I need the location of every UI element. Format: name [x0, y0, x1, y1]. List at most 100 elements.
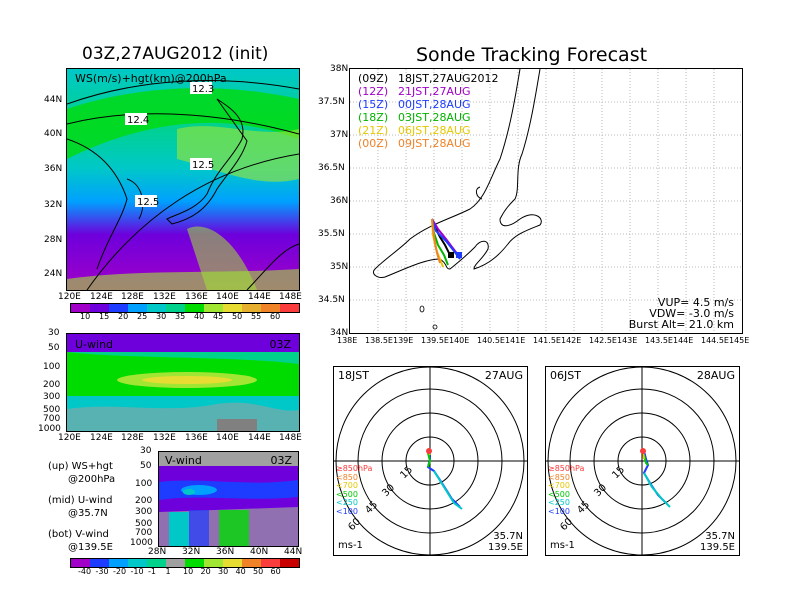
- colorbar-label: 20: [118, 312, 129, 321]
- lon-tick: 144E: [673, 336, 694, 345]
- legend-line: (up) WS+hgt: [48, 461, 113, 472]
- p-tick: 30: [48, 328, 60, 338]
- colorbar-label: 45: [213, 312, 224, 321]
- colorbar-swatch: [185, 559, 204, 567]
- colorbar-label: 15: [99, 312, 110, 321]
- lon-tick: 141.5E: [533, 336, 561, 345]
- colorbar-label: 50: [232, 312, 243, 321]
- lon-tick: 139.5E: [421, 336, 449, 345]
- lon-tick: 124E: [90, 433, 113, 443]
- lat-tick: 40N: [250, 547, 269, 557]
- colorbar-label: -20: [113, 567, 127, 576]
- ws-map: 12.3 12.4 12.5 12.5: [67, 69, 299, 290]
- ring-label: 60: [558, 516, 575, 533]
- lon-tick: 132E: [153, 433, 176, 443]
- lon-tick: 139E: [393, 336, 414, 345]
- lon-tick: 140.5E: [477, 336, 505, 345]
- level-label: <250: [336, 498, 358, 507]
- hodo-date: 28AUG: [696, 369, 735, 382]
- legend-line: (bot) V-wind: [48, 529, 109, 540]
- lat-tick: 40N: [44, 129, 63, 139]
- hodo-levels: ≥850hPa <850 <700 <500 <250 <100: [336, 464, 373, 516]
- lat-tick: 36N: [44, 164, 63, 174]
- ws-colorbar-labels: 10 15 20 25 30 35 40 45 50 55 60: [80, 312, 300, 321]
- track-map-panel: (09Z) 18JST,27AUG2012 (12Z) 21JST,27AUG (1…: [349, 68, 743, 334]
- p-tick: 30: [140, 446, 152, 456]
- lon-tick: 136E: [185, 433, 208, 443]
- track-legend-time: 09JST,28AUG: [398, 137, 471, 150]
- ws-map-label: WS(m/s)+hgt(km)@200hPa: [75, 72, 227, 85]
- colorbar-label: 1: [165, 567, 171, 576]
- track-legend-time: 03JST,28AUG: [398, 111, 471, 124]
- lat-tick: 32N: [182, 547, 201, 557]
- colorbar-swatch: [280, 304, 299, 312]
- legend-line: (mid) U-wind: [48, 495, 113, 506]
- colorbar-label: 40: [194, 312, 205, 321]
- hodo-lat: 35.7N: [493, 531, 523, 542]
- lat-tick: 34N: [330, 328, 349, 338]
- colorbar-swatch: [185, 304, 204, 312]
- ring-label: 30: [380, 482, 397, 499]
- param-vup: VUP= 4.5 m/s: [657, 296, 734, 309]
- colorbar-swatch: [147, 559, 166, 567]
- lat-tick: 38N: [330, 64, 349, 74]
- ws-map-panel: 12.3 12.4 12.5 12.5 WS(m/s)+hgt(km)@200h…: [66, 68, 300, 291]
- hodograph-plot: 15 30 45 60: [546, 367, 739, 555]
- colorbar-label: 10: [183, 567, 194, 576]
- lat-tick: 36.5N: [318, 163, 345, 173]
- lon-tick: 140E: [449, 336, 470, 345]
- colorbar-swatch: [280, 559, 299, 567]
- colorbar-swatch: [261, 559, 280, 567]
- vwind-label: V-wind: [165, 454, 202, 467]
- p-tick: 300: [43, 392, 61, 402]
- p-tick: 700: [43, 414, 61, 424]
- colorbar-label: 55: [251, 312, 262, 321]
- track-legend-time: 21JST,27AUG: [398, 85, 471, 98]
- legend-line: @139.5E: [68, 542, 113, 553]
- lon-tick: 120E: [58, 433, 81, 443]
- legend-line: @35.7N: [68, 508, 108, 519]
- lon-tick: 128E: [121, 433, 144, 443]
- colorbar-label: -10: [130, 567, 144, 576]
- lon-tick: 143E: [617, 336, 638, 345]
- right-title: Sonde Tracking Forecast: [416, 44, 648, 66]
- hodograph-left: 15 30 45 60 18JST 27AUG ≥850hPa <850 <70…: [333, 366, 528, 556]
- uwind-time: 03Z: [269, 338, 291, 351]
- track-lon-ticks: 138E 138.5E139E 139.5E140E 140.5E141E 141.5E…: [337, 336, 757, 345]
- lat-tick: 37.5N: [318, 97, 345, 107]
- lon-tick: 120E: [58, 292, 81, 302]
- colorbar-label: 60: [270, 312, 281, 321]
- ring-label: 15: [398, 464, 415, 481]
- param-burst: Burst Alt= 21.0 km: [628, 318, 734, 331]
- hodo-levels: ≥850hPa <850 <700 <500 <250 <100: [548, 464, 584, 516]
- lat-tick: 28N: [148, 547, 167, 557]
- colorbar-label: 35: [175, 312, 186, 321]
- colorbar-swatch: [128, 559, 147, 567]
- colorbar-swatch: [90, 304, 109, 312]
- p-tick: 50: [48, 343, 60, 353]
- colorbar-swatch: [90, 559, 109, 567]
- level-label: ≥850hPa: [336, 464, 373, 473]
- hodo-unit: ms-1: [338, 540, 363, 551]
- p-tick: 300: [135, 507, 153, 517]
- colorbar-label: 60: [270, 567, 281, 576]
- v-colorbar-labels: -40 -30 -20 -10 -1 1 10 20 30 40 50 60: [78, 567, 298, 576]
- track-legend-code: (21Z): [358, 124, 389, 137]
- ring-label: 15: [610, 464, 627, 481]
- p-tick: 1000: [38, 424, 61, 434]
- colorbar-swatch: [109, 304, 128, 312]
- lon-tick: 128E: [121, 292, 144, 302]
- uwind-panel: U-wind 03Z: [66, 333, 300, 432]
- level-label: <850: [336, 472, 358, 482]
- lat-tick: 35.5N: [318, 229, 345, 239]
- colorbar-label: 50: [253, 567, 264, 576]
- track-legend-code: (15Z): [358, 98, 389, 111]
- contour-label: 12.4: [127, 115, 149, 126]
- hodo-lon: 139.5E: [488, 542, 523, 553]
- track-legend-code: (09Z): [358, 72, 389, 85]
- colorbar-label: 30: [156, 312, 167, 321]
- p-tick: 700: [135, 528, 153, 538]
- colorbar-swatch: [71, 559, 90, 567]
- p-tick: 200: [135, 496, 153, 506]
- colorbar-swatch: [204, 304, 223, 312]
